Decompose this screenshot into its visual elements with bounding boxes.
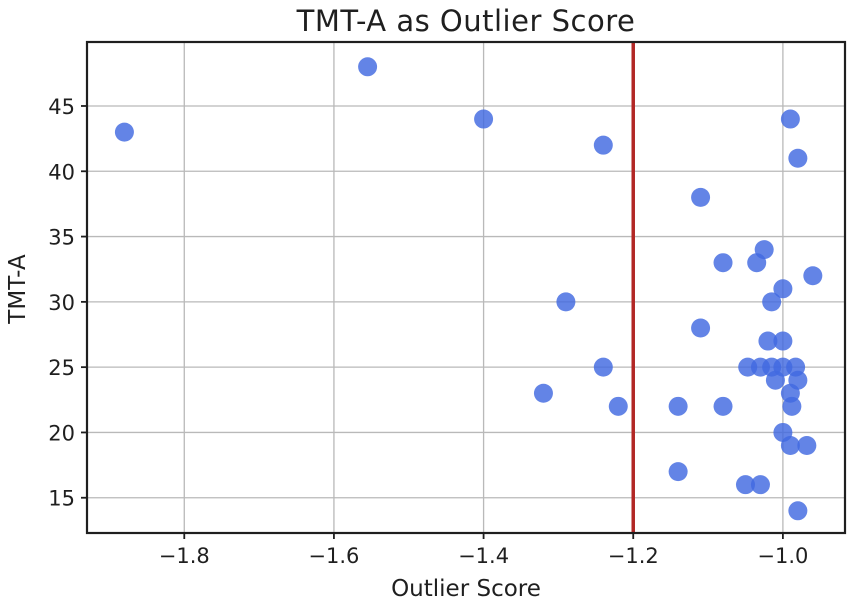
scatter-point bbox=[533, 383, 553, 403]
scatter-point bbox=[735, 475, 755, 495]
scatter-point bbox=[691, 187, 711, 207]
chart-title: TMT-A as Outlier Score bbox=[296, 4, 636, 38]
scatter-point bbox=[765, 370, 785, 390]
x-tick-label: −1.4 bbox=[458, 544, 509, 568]
scatter-point bbox=[114, 122, 134, 142]
y-tick-label: 45 bbox=[48, 95, 75, 119]
scatter-point bbox=[758, 331, 778, 351]
scatter-point bbox=[713, 253, 733, 273]
scatter-point bbox=[773, 331, 793, 351]
x-tick-label: −1.6 bbox=[308, 544, 359, 568]
scatter-point bbox=[803, 266, 823, 286]
y-tick-label: 35 bbox=[48, 226, 75, 250]
scatter-point bbox=[668, 396, 688, 416]
x-tick-label: −1.8 bbox=[159, 544, 210, 568]
y-axis-label: TMT-A bbox=[5, 254, 31, 324]
y-tick-label: 15 bbox=[48, 487, 75, 511]
scatter-point bbox=[780, 109, 800, 129]
y-tick-label: 20 bbox=[48, 421, 75, 445]
scatter-point bbox=[608, 396, 628, 416]
scatter-point bbox=[358, 57, 378, 77]
scatter-point bbox=[474, 109, 494, 129]
x-axis-label: Outlier Score bbox=[391, 576, 541, 602]
scatter-point bbox=[788, 148, 808, 168]
scatter-point bbox=[773, 279, 793, 299]
scatter-point bbox=[668, 462, 688, 482]
scatter-point bbox=[593, 357, 613, 377]
scatter-point bbox=[750, 475, 770, 495]
scatter-point bbox=[593, 135, 613, 155]
y-tick-label: 25 bbox=[48, 356, 75, 380]
x-tick-label: −1.0 bbox=[757, 544, 808, 568]
scatter-point bbox=[691, 318, 711, 338]
scatter-point bbox=[797, 436, 817, 456]
scatter-point bbox=[747, 253, 767, 273]
scatter-point bbox=[556, 292, 576, 312]
scatter-point bbox=[780, 436, 800, 456]
scatter-point bbox=[713, 396, 733, 416]
scatter-point bbox=[788, 501, 808, 521]
scatter-point bbox=[762, 292, 782, 312]
scatter-point bbox=[782, 396, 802, 416]
y-tick-label: 40 bbox=[48, 160, 75, 184]
x-tick-label: −1.2 bbox=[608, 544, 659, 568]
plot-frame bbox=[85, 40, 847, 535]
y-tick-label: 30 bbox=[48, 291, 75, 315]
